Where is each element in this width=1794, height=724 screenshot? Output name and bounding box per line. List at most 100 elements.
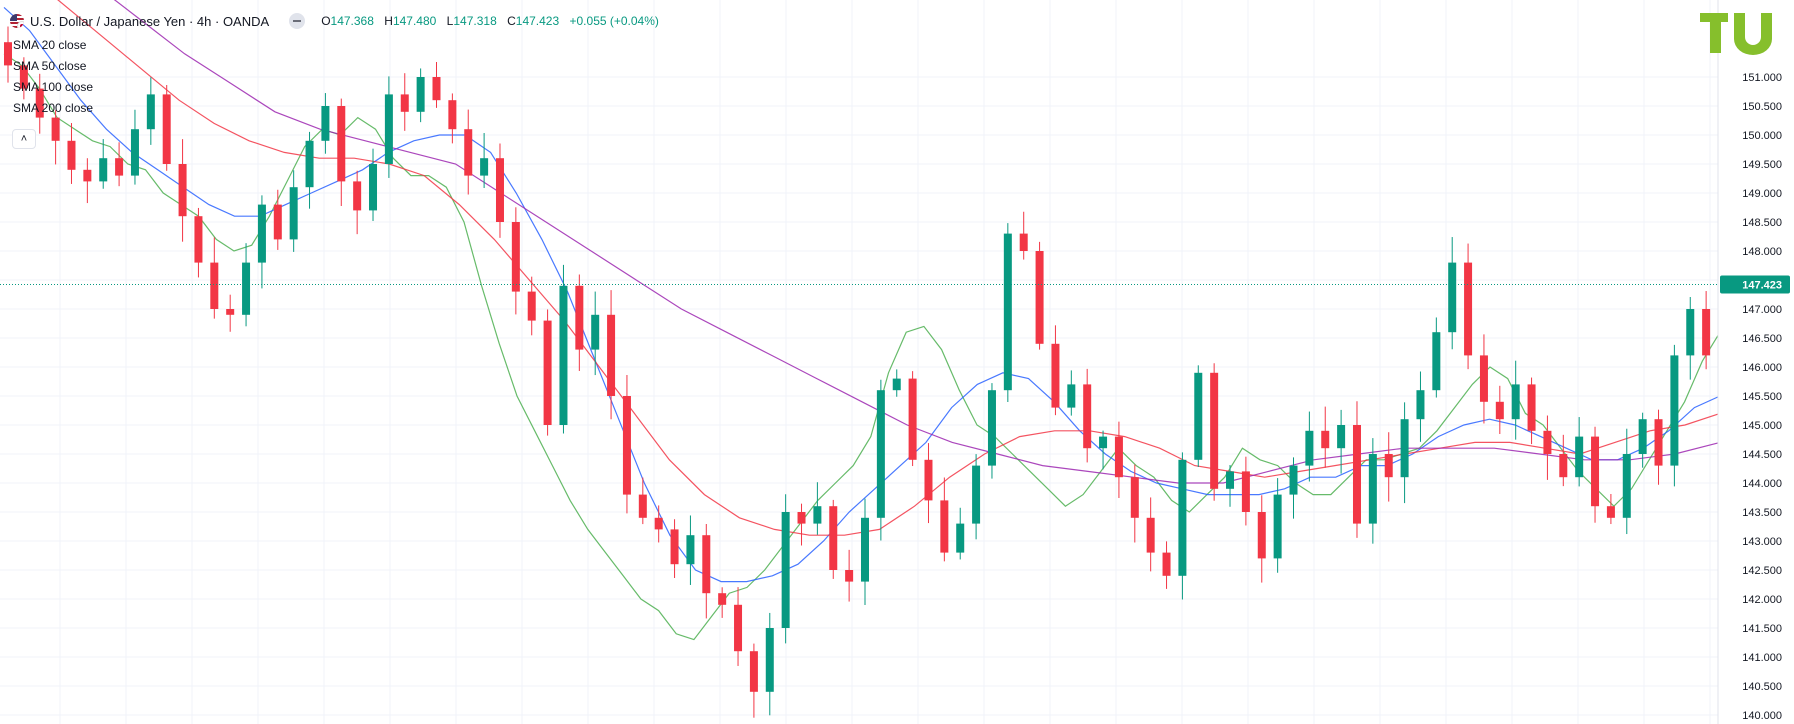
candle-body xyxy=(1622,454,1631,518)
candle-body xyxy=(115,158,124,176)
candle-body xyxy=(1051,343,1060,408)
candle-body xyxy=(543,320,552,425)
price-tick-label: 145.500 xyxy=(1742,391,1782,403)
candle-body xyxy=(876,390,885,518)
candle-body xyxy=(1464,262,1473,356)
indicator-legend: SMA 20 close SMA 50 close SMA 100 close … xyxy=(13,35,93,119)
price-tick-label: 149.000 xyxy=(1742,188,1782,200)
candle-body xyxy=(400,94,409,112)
candle-body xyxy=(1432,332,1441,391)
ohlc-values: O147.368 H147.480 L147.318 C147.423 +0.0… xyxy=(321,14,659,28)
candle-body xyxy=(591,314,600,350)
candle-body xyxy=(1257,512,1266,559)
price-axis-background xyxy=(1718,0,1794,724)
symbol-title[interactable]: U.S. Dollar / Japanese Yen · 4h · OANDA xyxy=(30,13,270,29)
candle-body xyxy=(83,169,92,182)
high-value: 147.480 xyxy=(392,14,437,28)
price-tick-label: 146.000 xyxy=(1742,362,1782,374)
candle-body xyxy=(1654,419,1663,466)
indicator-sma-50[interactable]: SMA 50 close xyxy=(13,59,87,73)
candle-body xyxy=(242,262,251,315)
price-tick-label: 141.000 xyxy=(1742,652,1782,664)
price-tick-label: 146.500 xyxy=(1742,333,1782,345)
candle-body xyxy=(1606,506,1615,518)
candle-body xyxy=(987,390,996,466)
collapse-legend-button[interactable]: ˄ xyxy=(12,129,36,149)
candle-body xyxy=(972,465,981,524)
price-tick-label: 151.000 xyxy=(1742,72,1782,84)
candle-body xyxy=(353,181,362,211)
indicator-sma-100[interactable]: SMA 100 close xyxy=(13,80,94,94)
candle-body xyxy=(4,42,12,66)
candle-body xyxy=(162,94,171,164)
candle-body xyxy=(734,604,743,652)
usd-jpy-flag-icon xyxy=(10,14,24,28)
candle-body xyxy=(51,117,60,141)
candle-body xyxy=(1067,384,1076,408)
candle-body xyxy=(1194,372,1203,460)
candle-body xyxy=(1146,517,1155,553)
open-label: O xyxy=(321,14,331,28)
candle-body xyxy=(670,529,679,565)
candle-body xyxy=(1511,384,1520,420)
candle-body xyxy=(305,140,314,188)
price-tick-label: 141.500 xyxy=(1742,623,1782,635)
candle-body xyxy=(289,187,298,240)
chart-header: U.S. Dollar / Japanese Yen · 4h · OANDA … xyxy=(10,11,659,31)
candle-body xyxy=(940,500,949,553)
candle-body xyxy=(559,285,568,425)
candle-body xyxy=(1130,477,1139,518)
candle-body xyxy=(1400,419,1409,478)
candle-body xyxy=(1368,454,1377,524)
price-tick-label: 147.000 xyxy=(1742,304,1782,316)
candle-body xyxy=(369,164,378,211)
candle-body xyxy=(686,535,695,565)
indicator-sma-200[interactable]: SMA 200 close xyxy=(13,101,94,115)
price-tick-label: 144.500 xyxy=(1742,449,1782,461)
last-price-label: 147.423 xyxy=(1742,279,1782,291)
price-tick-label: 144.000 xyxy=(1742,478,1782,490)
low-value: 147.318 xyxy=(453,14,497,28)
price-axis[interactable]: 151.000 150.500 150.000 149.500 149.000 148.5… xyxy=(1717,0,1794,724)
candle-body xyxy=(1273,494,1282,559)
candle-body xyxy=(1241,471,1250,512)
candle-body xyxy=(1702,309,1711,356)
candle-body xyxy=(1099,436,1108,449)
candle-body xyxy=(480,158,489,176)
candle-body xyxy=(718,593,727,605)
price-tick-label: 143.000 xyxy=(1742,536,1782,548)
price-tick-label: 140.000 xyxy=(1742,710,1782,722)
candle-body xyxy=(1337,425,1346,449)
candle-body xyxy=(1543,430,1552,454)
minus-icon[interactable] xyxy=(289,13,306,29)
candle-body xyxy=(178,164,187,217)
candle-body xyxy=(845,570,854,582)
candle-body xyxy=(1448,262,1457,333)
candle-body xyxy=(908,378,917,460)
sma-line xyxy=(57,0,1721,536)
candle-body xyxy=(35,88,44,118)
price-tick-label: 149.500 xyxy=(1742,159,1782,171)
candle-body xyxy=(1003,233,1012,391)
candle-body xyxy=(1226,471,1235,489)
candle-body xyxy=(194,216,203,263)
candle-body xyxy=(448,100,457,130)
candle-body xyxy=(1162,552,1171,576)
price-tick-label: 142.000 xyxy=(1742,594,1782,606)
candle-body xyxy=(1114,436,1123,478)
candle-body xyxy=(1575,436,1584,478)
price-tick-label: 148.000 xyxy=(1742,246,1782,258)
candle-body xyxy=(813,506,822,524)
price-tick-label: 142.500 xyxy=(1742,565,1782,577)
candle-body xyxy=(1559,454,1568,478)
candle-body xyxy=(19,65,28,89)
indicator-sma-20[interactable]: SMA 20 close xyxy=(13,38,87,52)
open-value: 147.368 xyxy=(330,14,374,28)
candle-body xyxy=(1670,355,1679,466)
candle-body xyxy=(226,309,235,315)
candle-body xyxy=(432,77,441,101)
candle-body xyxy=(1352,425,1361,524)
candle-body xyxy=(829,506,838,570)
candle-body xyxy=(1035,251,1044,344)
